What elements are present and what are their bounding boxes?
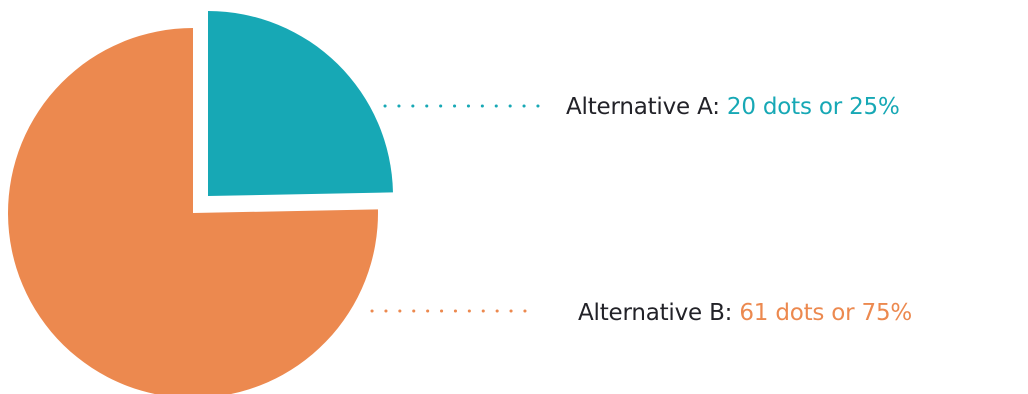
slice-label-name: Alternative B: [578,300,740,326]
pie-slice-alternative-a [208,11,393,196]
pie-slice-alternative-b [8,28,378,394]
slice-label-value: 20 dots or 25% [726,94,900,120]
slice-label-name: Alternative A: [566,94,727,120]
slice-label-alternative-b: Alternative B: 61 dots or 75% [578,300,912,326]
slice-label-value: 61 dots or 75% [739,300,913,326]
slice-label-alternative-a: Alternative A: 20 dots or 25% [566,94,900,120]
